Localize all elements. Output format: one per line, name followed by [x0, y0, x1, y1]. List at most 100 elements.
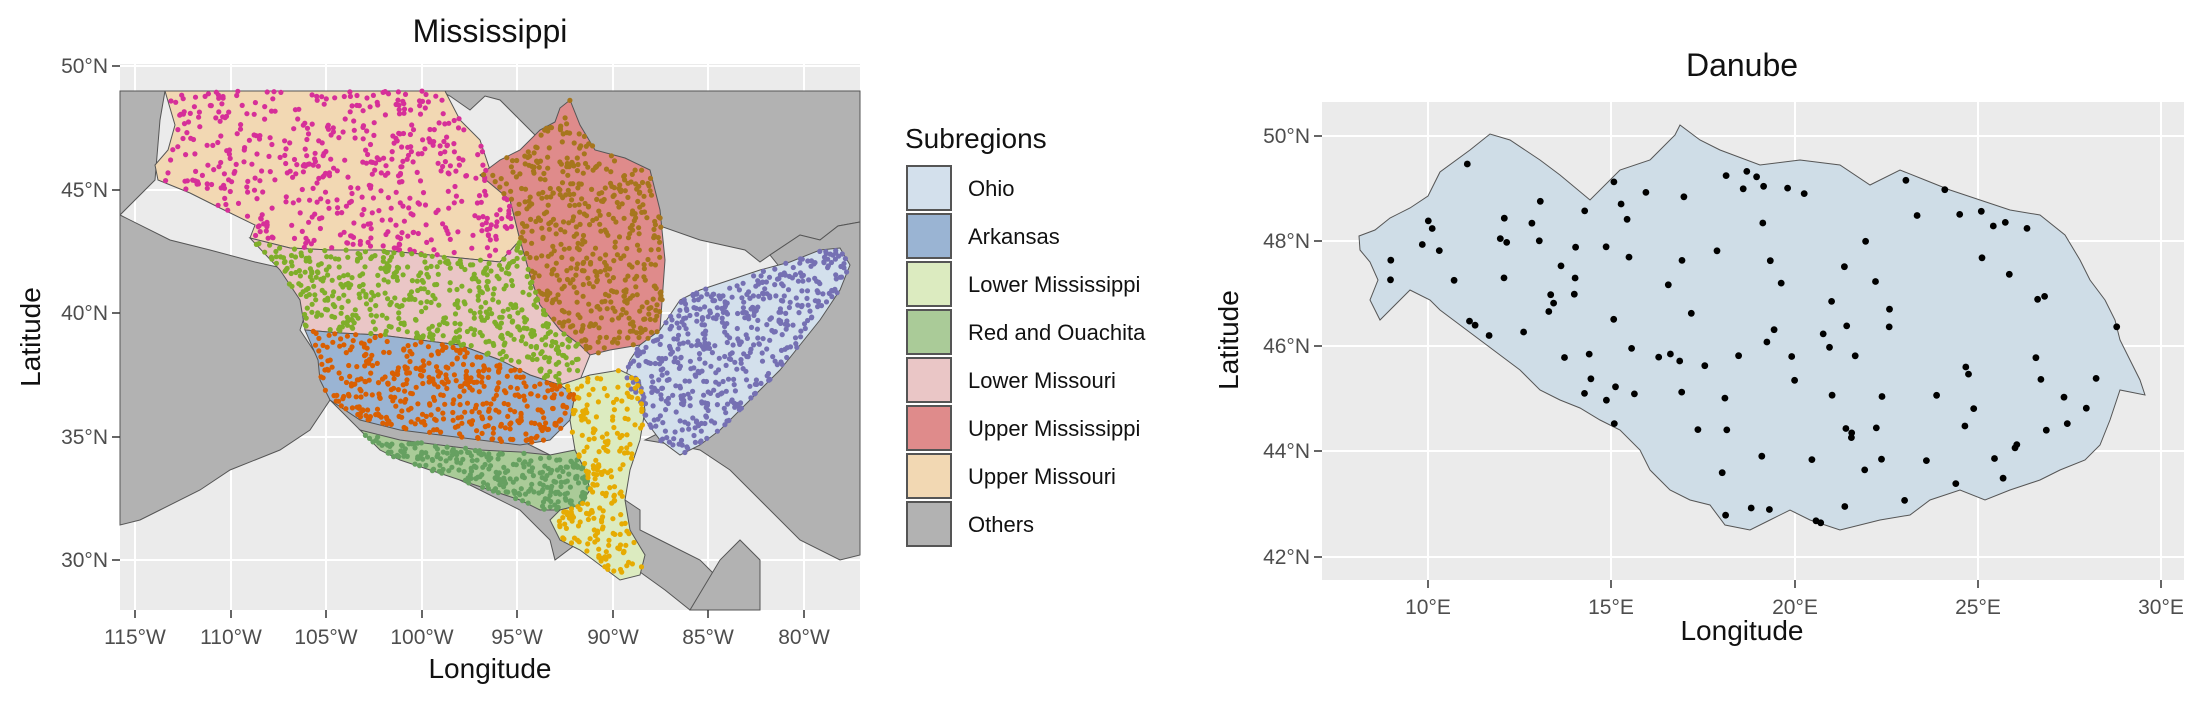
station-point — [484, 272, 490, 278]
station-point — [329, 364, 335, 370]
station-point — [604, 431, 610, 437]
station-point — [393, 403, 399, 409]
station-point — [688, 366, 694, 372]
station-point — [511, 409, 518, 415]
station-point — [404, 329, 410, 335]
station-point — [718, 391, 724, 397]
station-point — [685, 391, 691, 397]
station-point — [565, 387, 572, 393]
station-point — [748, 395, 754, 401]
station-point — [411, 229, 417, 235]
station-point — [357, 410, 363, 417]
station-point — [535, 407, 541, 413]
station-point — [528, 486, 534, 492]
station-point — [634, 242, 641, 248]
station-point — [627, 441, 633, 447]
station-point — [1901, 497, 1908, 504]
station-point — [253, 241, 259, 247]
station-point — [1828, 391, 1836, 399]
station-point — [570, 323, 576, 329]
station-point — [747, 349, 753, 355]
station-point — [396, 326, 402, 332]
station-point — [1678, 257, 1686, 264]
station-point — [543, 334, 549, 340]
station-point — [519, 498, 526, 504]
station-point — [314, 269, 320, 275]
station-point — [364, 95, 370, 101]
station-point — [324, 254, 330, 260]
station-point — [459, 434, 465, 440]
station-point — [580, 326, 586, 332]
station-point — [463, 173, 469, 179]
station-point — [195, 181, 201, 187]
station-point — [306, 292, 312, 298]
station-point — [701, 322, 708, 328]
station-point — [549, 387, 555, 393]
station-point — [632, 167, 638, 173]
station-point — [556, 359, 562, 365]
station-point — [677, 307, 683, 313]
station-point — [540, 482, 546, 488]
station-point — [658, 438, 664, 444]
station-point — [262, 249, 268, 255]
station-point — [501, 256, 507, 262]
station-point — [671, 436, 677, 442]
station-point — [366, 357, 372, 363]
station-point — [363, 391, 369, 397]
station-point — [417, 111, 424, 117]
station-point — [447, 280, 453, 286]
station-point — [611, 424, 617, 431]
station-point — [561, 319, 567, 325]
station-point — [829, 287, 835, 294]
station-point — [589, 143, 596, 149]
station-point — [595, 399, 602, 405]
station-point — [530, 473, 537, 479]
station-point — [342, 116, 348, 122]
station-point — [480, 480, 487, 486]
station-point — [770, 354, 776, 360]
station-point — [226, 109, 232, 115]
station-point — [392, 295, 398, 301]
station-point — [553, 373, 559, 380]
station-point — [611, 336, 618, 342]
station-point — [556, 473, 563, 480]
station-point — [283, 160, 289, 167]
station-point — [437, 150, 444, 157]
station-point — [2032, 354, 2040, 362]
station-point — [596, 463, 602, 470]
station-point — [252, 175, 258, 181]
station-point — [471, 331, 477, 338]
station-point — [636, 334, 642, 341]
station-point — [560, 323, 566, 329]
station-point — [544, 263, 550, 269]
station-point — [793, 295, 799, 301]
station-point — [345, 240, 351, 246]
station-point — [375, 380, 382, 386]
station-point — [310, 185, 316, 191]
station-point — [608, 299, 614, 305]
station-point — [486, 451, 492, 457]
station-point — [404, 156, 410, 162]
station-point — [651, 226, 657, 232]
station-point — [544, 380, 550, 386]
station-point — [645, 360, 651, 366]
station-point — [591, 426, 597, 432]
station-point — [502, 340, 508, 346]
station-point — [190, 177, 196, 183]
y-tick-label: 50°N — [61, 55, 108, 78]
station-point — [482, 177, 488, 183]
station-point — [435, 384, 441, 390]
station-point — [396, 413, 402, 419]
station-point — [270, 96, 276, 102]
station-point — [634, 273, 640, 279]
station-point — [776, 318, 782, 325]
station-point — [629, 171, 635, 177]
station-point — [741, 309, 748, 315]
station-point — [239, 102, 245, 108]
station-point — [340, 129, 346, 135]
legend-swatch — [906, 309, 952, 355]
station-point — [564, 276, 571, 283]
station-point — [566, 245, 572, 251]
station-point — [625, 194, 631, 200]
station-point — [783, 310, 789, 316]
